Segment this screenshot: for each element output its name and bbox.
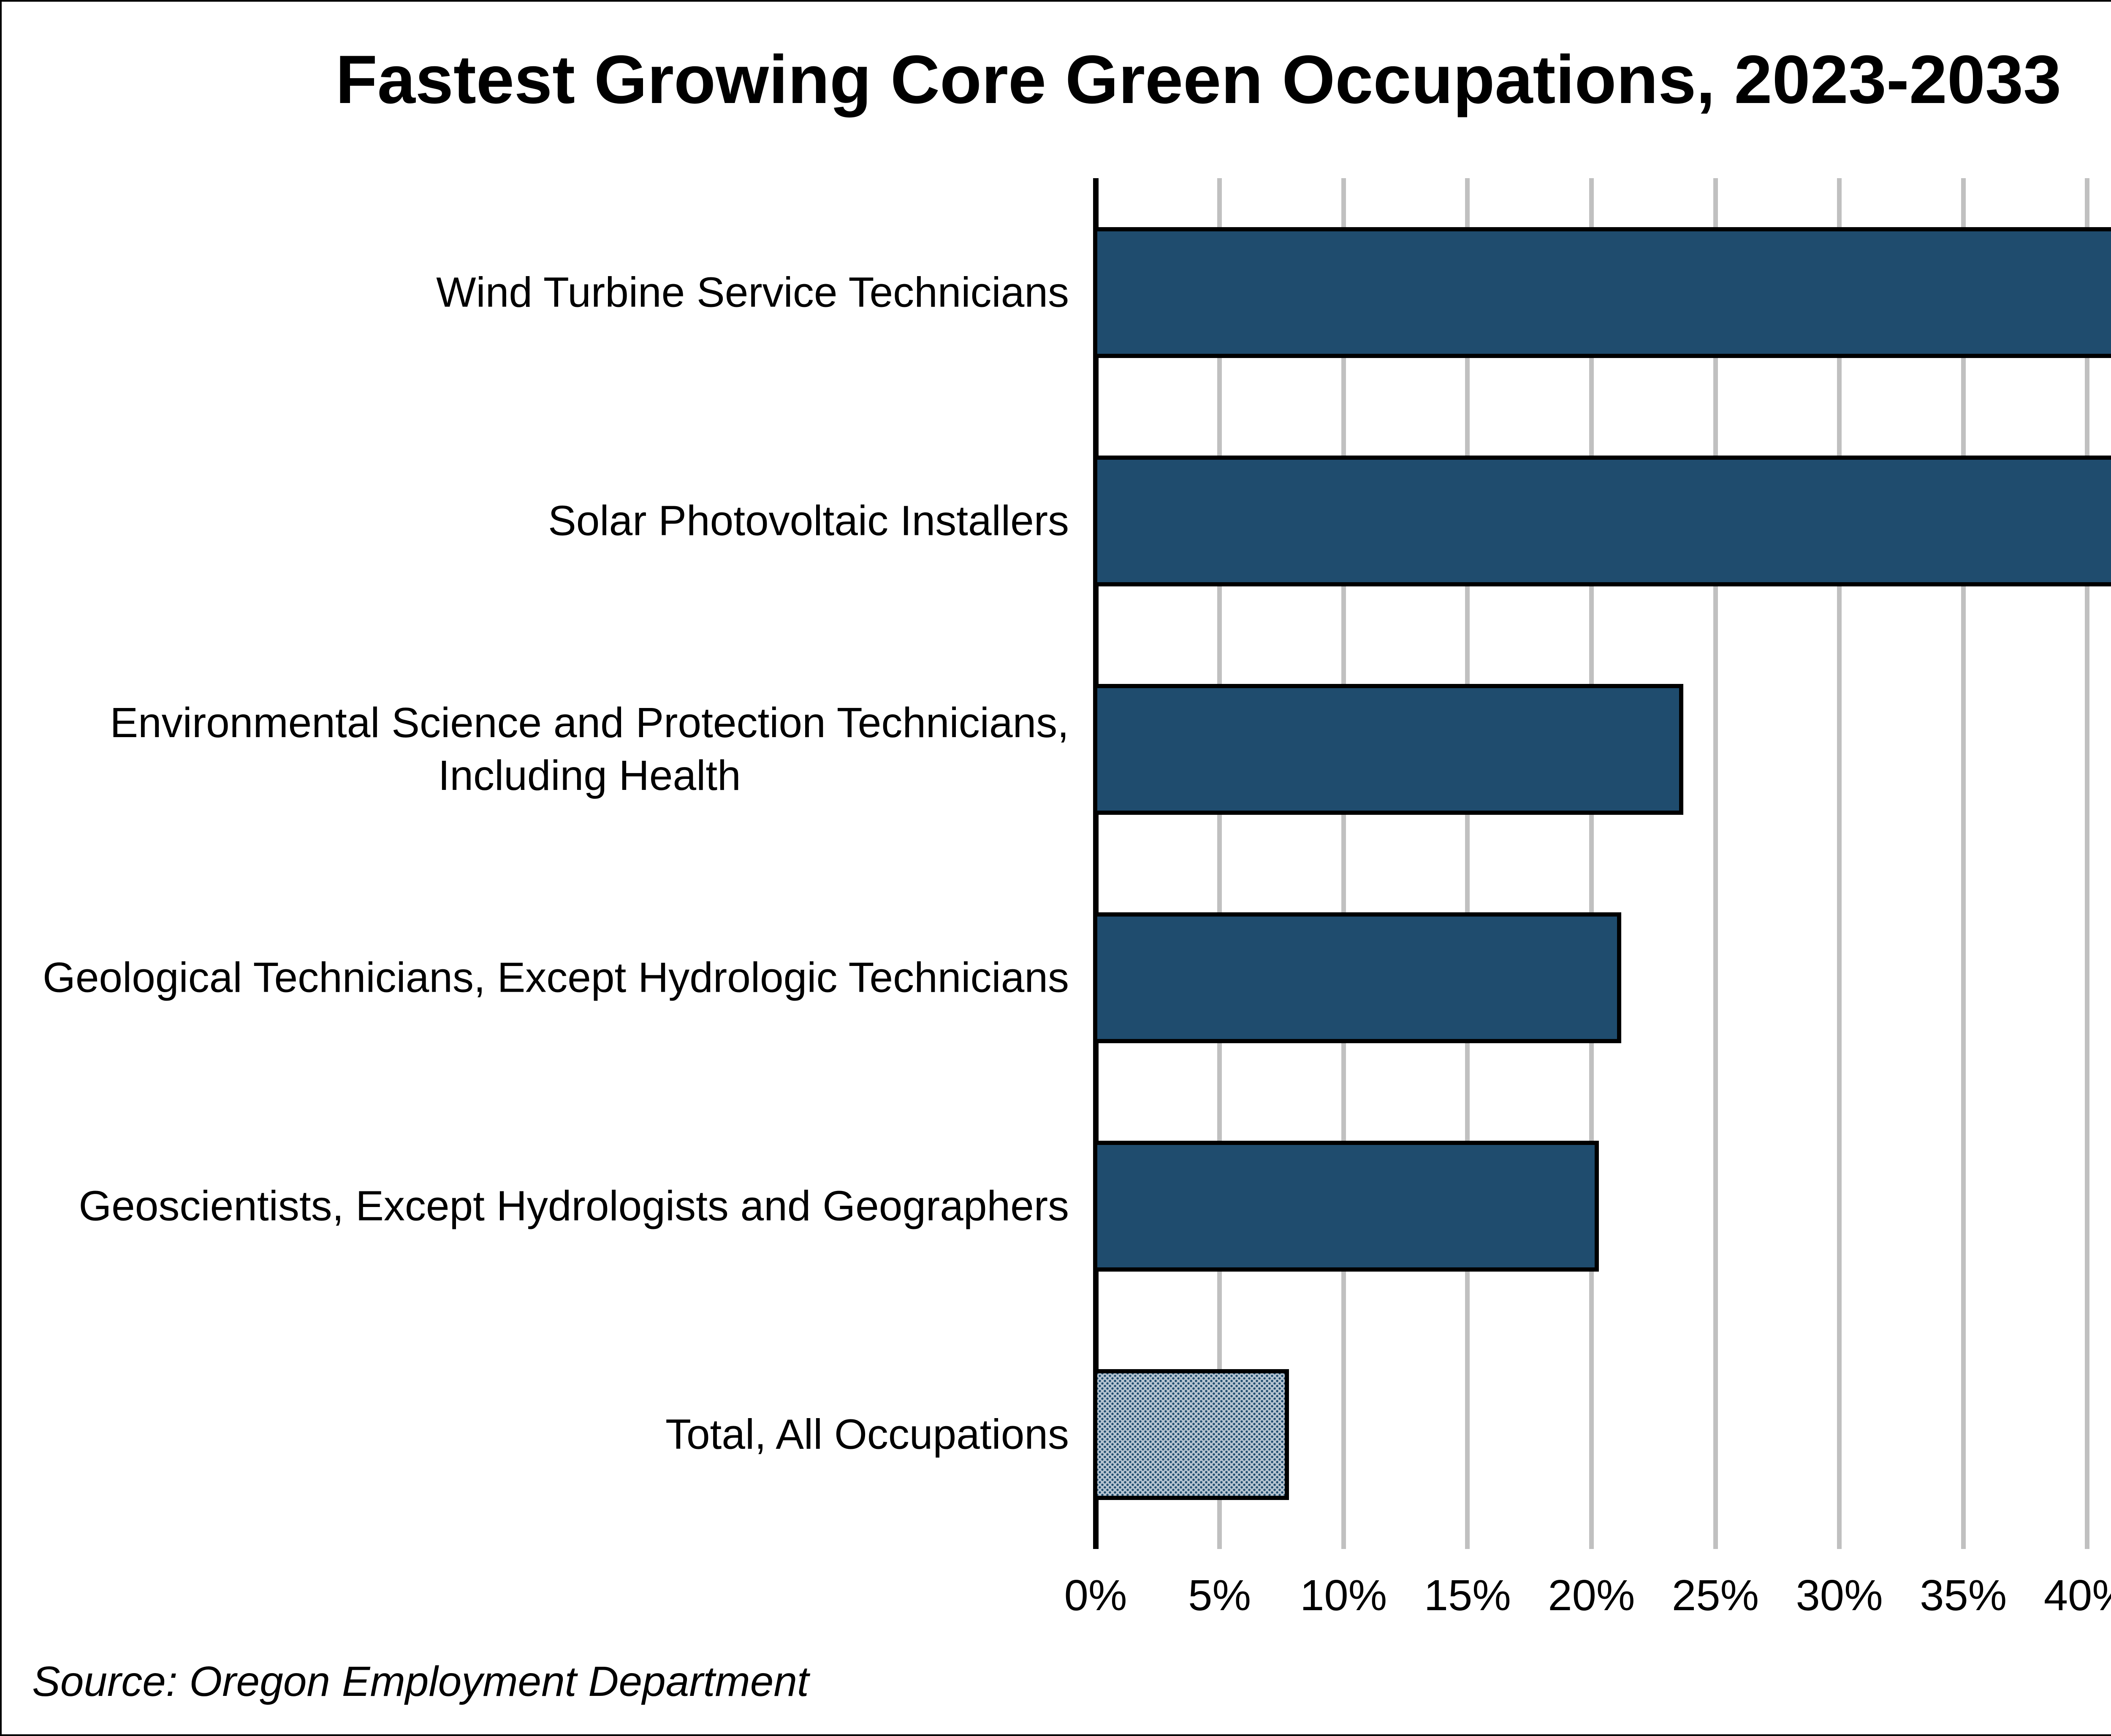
y-axis-line bbox=[1093, 178, 1099, 1549]
gridline-15pct bbox=[1465, 178, 1470, 1549]
category-label-solar-photovoltaic-installers: Solar Photovoltaic Installers bbox=[548, 497, 1069, 545]
gridline-30pct bbox=[1837, 178, 1842, 1549]
x-tick-label-5pct: 5% bbox=[1188, 1571, 1251, 1619]
x-tick-label-40pct: 40% bbox=[2043, 1571, 2111, 1619]
x-tick-label-15pct: 15% bbox=[1424, 1571, 1511, 1619]
x-tick-label-10pct: 10% bbox=[1300, 1571, 1387, 1619]
chart-title: Fastest Growing Core Green Occupations, … bbox=[335, 41, 2062, 118]
bar-wind-turbine-service-technicians bbox=[1093, 227, 2111, 358]
bar-environmental-science-and-protection-technicians bbox=[1093, 684, 1683, 815]
x-tick-label-35pct: 35% bbox=[1920, 1571, 2007, 1619]
x-tick-label-0pct: 0% bbox=[1064, 1571, 1127, 1619]
x-tick-label-25pct: 25% bbox=[1671, 1571, 1759, 1619]
category-label-environmental-science-and-protection-technicians: Environmental Science and Protection Tec… bbox=[110, 699, 1069, 799]
category-label-geological-technicians-except-hydrologic-technic: Geological Technicians, Except Hydrologi… bbox=[43, 954, 1069, 1001]
gridline-35pct bbox=[1961, 178, 1966, 1549]
category-label-wind-turbine-service-technicians: Wind Turbine Service Technicians bbox=[436, 269, 1069, 316]
bar-total-all-occupations bbox=[1093, 1369, 1289, 1500]
gridline-10pct bbox=[1341, 178, 1346, 1549]
bar-geological-technicians-except-hydrologic-technic bbox=[1093, 912, 1621, 1044]
gridline-5pct bbox=[1217, 178, 1222, 1549]
x-tick-label-30pct: 30% bbox=[1796, 1571, 1883, 1619]
gridline-25pct bbox=[1713, 178, 1718, 1549]
category-label-total-all-occupations: Total, All Occupations bbox=[665, 1410, 1069, 1458]
bar-geoscientists-except-hydrologists-and-geographer bbox=[1093, 1141, 1599, 1272]
bar-solar-photovoltaic-installers bbox=[1093, 455, 2111, 586]
source-note: Source: Oregon Employment Department bbox=[32, 1658, 809, 1705]
gridline-40pct bbox=[2085, 178, 2090, 1549]
category-label-geoscientists-except-hydrologists-and-geographer: Geoscientists, Except Hydrologists and G… bbox=[79, 1182, 1069, 1230]
x-tick-label-20pct: 20% bbox=[1548, 1571, 1635, 1619]
gridline-20pct bbox=[1589, 178, 1594, 1549]
